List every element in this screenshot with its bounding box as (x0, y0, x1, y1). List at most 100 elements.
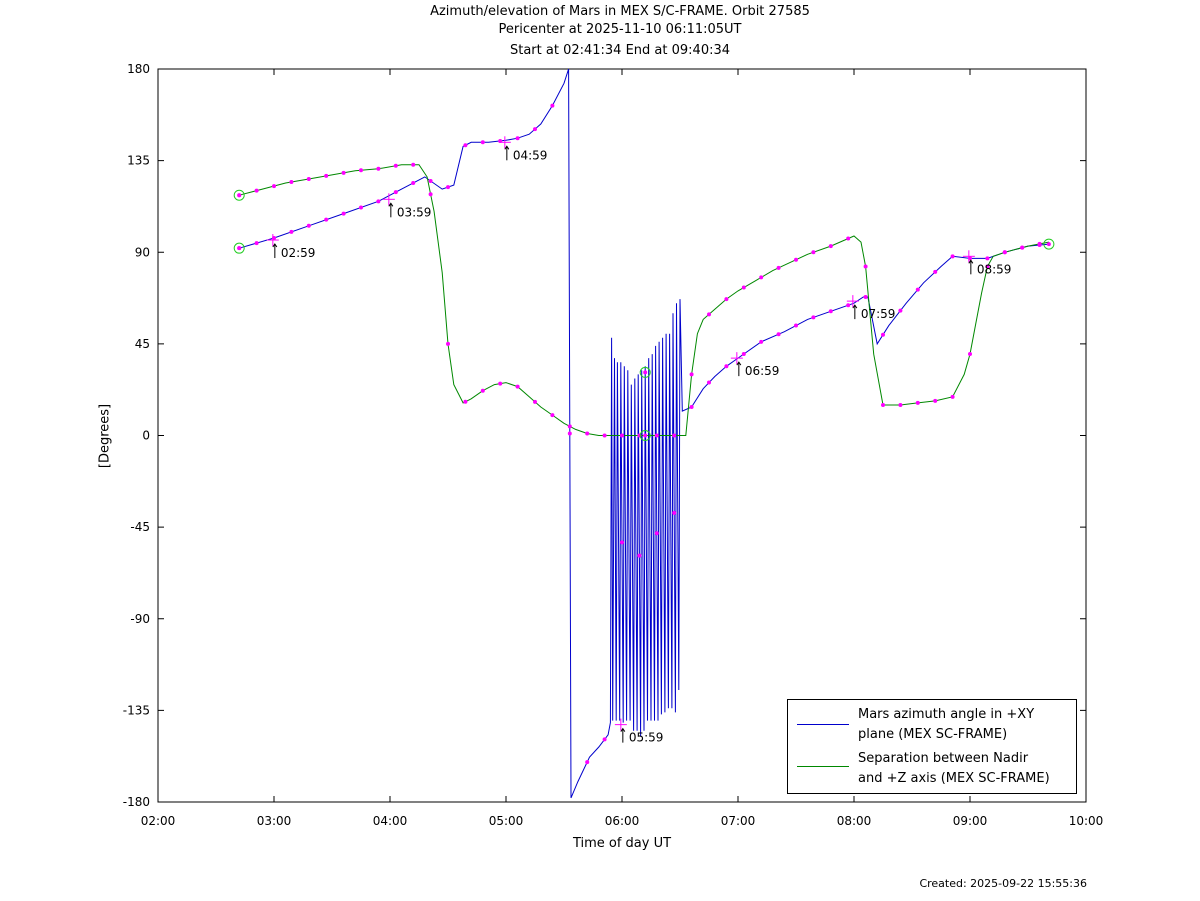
chart-subtitle-time-range: Start at 02:41:34 End at 09:40:34 (509, 43, 731, 58)
annotation-arrowhead (620, 727, 626, 732)
azimuth-point (306, 223, 311, 228)
separation-point (324, 173, 329, 178)
endpoint-circle (233, 189, 245, 201)
azimuth-point (689, 404, 694, 409)
separation-point (741, 285, 746, 290)
azimuth-point (707, 380, 711, 385)
separation-point (254, 188, 259, 193)
x-axis-label: Time of day UT (572, 836, 672, 851)
annotation-label: 06:59 (745, 364, 780, 378)
y-tick-label: 90 (135, 245, 150, 259)
separation-point (707, 312, 711, 317)
azimuth-point (341, 211, 346, 216)
annotation-arrowhead (852, 304, 858, 309)
separation-point (863, 264, 868, 269)
separation-point (881, 402, 885, 407)
endpoint-dot (1046, 242, 1051, 247)
azimuth-point (567, 431, 572, 436)
legend-label-separation-line1: Separation between Nadir (858, 751, 1029, 766)
azimuth-point (915, 287, 920, 292)
chart-subtitle-pericenter: Pericenter at 2025-11-10 06:11:05UT (498, 22, 742, 37)
endpoint-dot (237, 246, 242, 251)
y-tick-label: 0 (142, 429, 150, 443)
separation-point (550, 413, 555, 418)
separation-point (359, 168, 363, 173)
x-tick-label: 05:00 (489, 814, 524, 828)
azimuth-point (289, 229, 294, 234)
azimuth-point (550, 103, 555, 108)
separation-point (1020, 245, 1025, 250)
x-tick-label: 08:00 (837, 814, 872, 828)
separation-point (463, 399, 468, 404)
azimuth-point (933, 269, 938, 274)
y-tick-label: 180 (127, 62, 150, 76)
separation-point (567, 424, 572, 429)
endpoint-dot (643, 370, 648, 375)
azimuth-point (637, 553, 642, 558)
azimuth-point (585, 760, 590, 765)
azimuth-point (881, 332, 885, 337)
azimuth-point (324, 217, 329, 222)
separation-point (672, 433, 677, 438)
azimuth-point (480, 140, 485, 145)
separation-point (393, 163, 398, 168)
separation-point (898, 402, 903, 407)
y-axis-label: [Degrees] (97, 403, 113, 469)
series-line-separation (239, 164, 1049, 436)
endpoint-circle (639, 430, 651, 441)
separation-point (1002, 250, 1007, 255)
chart-legend: Mars azimuth angle in +XY plane (MEX SC-… (787, 699, 1077, 794)
separation-point (950, 394, 955, 399)
y-tick-label: -90 (130, 612, 150, 626)
x-tick-label: 07:00 (721, 814, 756, 828)
azimuth-point (898, 308, 903, 313)
annotation-label: 08:59 (977, 262, 1012, 276)
separation-point (794, 257, 798, 262)
azimuth-point (654, 531, 659, 536)
annotation-layer: 02:59 03:59 04:59 05:59 06:59 07:59 08:59 (272, 145, 1012, 745)
azimuth-point (776, 332, 781, 337)
azimuth-point (759, 339, 764, 344)
endpoint-circle (1043, 238, 1055, 250)
annotation-arrowhead (968, 259, 974, 264)
separation-point (776, 265, 781, 270)
legend-label-azimuth-line2: plane (MEX SC-FRAME) (858, 727, 1008, 742)
y-tick-label: -135 (123, 703, 150, 717)
endpoint-circle (233, 242, 245, 254)
azimuth-point (741, 352, 746, 357)
x-tick-label: 10:00 (1069, 814, 1104, 828)
separation-point (306, 176, 311, 181)
endpoint-circle (639, 366, 651, 378)
separation-point (654, 433, 659, 438)
annotation-label: 03:59 (397, 205, 432, 219)
marker-layer (233, 103, 1055, 765)
azimuth-point (359, 205, 363, 210)
azimuth-point (515, 136, 520, 141)
azimuth-point (376, 199, 381, 204)
separation-point (620, 433, 624, 438)
x-tick-label: 06:00 (605, 814, 640, 828)
legend-swatch-azimuth (797, 724, 849, 725)
annotation-label: 04:59 (513, 148, 548, 162)
separation-point (446, 341, 450, 346)
y-tick-label: -45 (130, 520, 150, 534)
azimuth-point (811, 315, 816, 320)
separation-point (515, 384, 520, 389)
created-timestamp: Created: 2025-09-22 15:55:36 (919, 877, 1087, 890)
azimuth-point (794, 323, 798, 328)
series-layer (239, 68, 1049, 799)
azimuth-point (428, 178, 433, 183)
azimuth-point (602, 737, 607, 742)
separation-point (602, 433, 607, 438)
separation-point (480, 388, 485, 393)
azimuth-point (672, 510, 677, 515)
separation-point (341, 170, 346, 175)
separation-point (933, 398, 938, 403)
annotation-arrowhead (736, 361, 742, 366)
separation-point (272, 184, 276, 189)
separation-point (289, 180, 294, 185)
x-tick-label: 09:00 (953, 814, 988, 828)
annotation-label: 07:59 (861, 307, 896, 321)
azimuth-point (393, 190, 398, 195)
